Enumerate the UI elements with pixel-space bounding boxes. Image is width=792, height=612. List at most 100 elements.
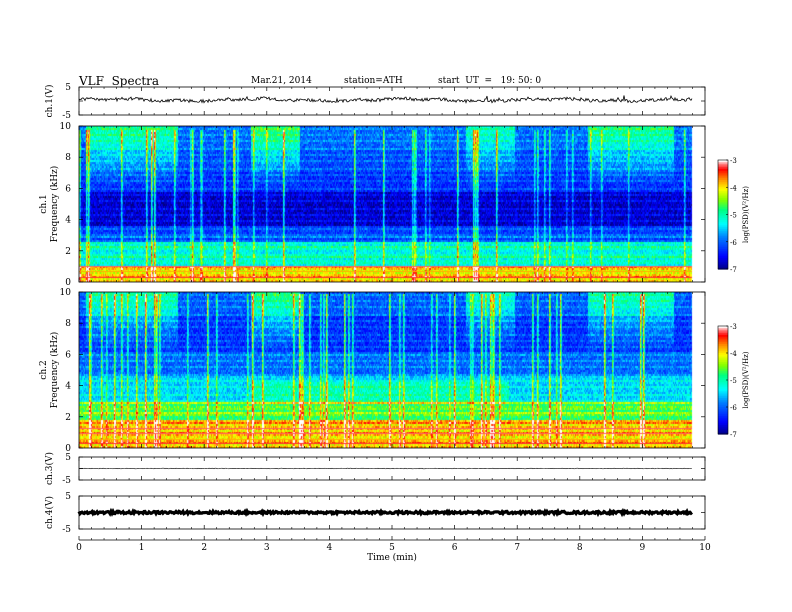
colorbar-tick-label: -7 <box>730 431 737 439</box>
ch2-spectrogram-ytick: 2 <box>65 413 71 423</box>
colorbar-swatch <box>718 183 728 187</box>
colorbar-swatch <box>718 426 728 430</box>
header-date: Mar.21, 2014 <box>251 76 312 86</box>
colorbar-swatch <box>718 205 728 208</box>
ch1-spectrogram-ytick: 10 <box>60 122 72 132</box>
header-station: station=ATH <box>344 76 403 86</box>
ch2-spectrogram-colorbar <box>717 325 729 435</box>
colorbar-swatch <box>718 399 728 403</box>
colorbar-swatch <box>718 365 728 368</box>
colorbar-swatch <box>718 331 728 334</box>
colorbar-swatch <box>718 179 728 183</box>
colorbar-swatch <box>718 199 728 203</box>
colorbar-swatch <box>718 207 728 210</box>
ch4-waveform-ylabel: ch.4(V) <box>44 496 55 529</box>
colorbar-tick-label: -7 <box>730 266 737 274</box>
colorbar-tick-label: -5 <box>730 377 737 385</box>
colorbar-swatch <box>718 416 728 419</box>
colorbar-swatch <box>718 178 728 181</box>
header-start-time: start UT = 19: 50: 0 <box>438 76 542 86</box>
time-axis-tick-label: 3 <box>264 543 270 553</box>
colorbar-tick-label: -3 <box>730 323 737 331</box>
ch1-spectrogram-canvas <box>79 126 705 282</box>
colorbar-swatch <box>718 219 728 223</box>
ch1-waveform-ylabel: ch.1(V) <box>44 85 55 118</box>
ch1-waveform-trace <box>78 94 693 104</box>
ch1-spectrogram-ytick: 0 <box>65 278 71 288</box>
colorbar-swatch <box>718 250 728 254</box>
colorbar-swatch <box>718 267 728 270</box>
colorbar-swatch <box>718 371 728 374</box>
colorbar-swatch <box>718 167 728 170</box>
colorbar-swatch <box>718 425 728 428</box>
figure-title: VLF Spectra <box>79 74 160 88</box>
colorbar-swatch <box>718 394 728 397</box>
ch1-spectrogram-ytick: 2 <box>65 247 71 257</box>
colorbar-swatch <box>718 241 728 245</box>
colorbar-tick-label: -4 <box>730 184 737 192</box>
colorbar-swatch <box>718 238 728 241</box>
colorbar-swatch <box>718 329 728 332</box>
colorbar-swatch <box>718 198 728 201</box>
colorbar-swatch <box>718 398 728 401</box>
colorbar-swatch <box>718 353 728 356</box>
colorbar-swatch <box>718 163 728 167</box>
colorbar-swatch <box>718 326 728 329</box>
colorbar-swatch <box>718 392 728 395</box>
colorbar-swatch <box>718 230 728 234</box>
colorbar-tick-label: -4 <box>730 350 737 358</box>
ch1-spectrogram-colorbar <box>717 159 729 270</box>
colorbar-swatch <box>718 212 728 216</box>
colorbar-swatch <box>718 412 728 415</box>
ch4-waveform-ytick-bottom: -5 <box>62 525 71 535</box>
colorbar-swatch <box>718 354 728 358</box>
colorbar-swatch <box>718 169 728 172</box>
colorbar-swatch <box>718 430 728 433</box>
colorbar-swatch <box>718 383 728 386</box>
colorbar-swatch <box>718 336 728 340</box>
ch2-spectrogram-ytick: 4 <box>65 382 71 392</box>
colorbar-swatch <box>718 419 728 422</box>
colorbar-swatch <box>718 345 728 349</box>
colorbar-swatch <box>718 263 728 266</box>
ch2-spectrogram-ytick: 0 <box>65 444 71 454</box>
ch3-waveform-ytick-bottom: -5 <box>62 476 71 486</box>
colorbar-swatch <box>718 181 728 185</box>
colorbar-swatch <box>718 254 728 257</box>
colorbar-swatch <box>718 401 728 404</box>
colorbar-swatch <box>718 362 728 365</box>
colorbar-swatch <box>718 407 728 410</box>
ch1-ytick-bottom: -5 <box>62 111 71 121</box>
colorbar-swatch <box>718 376 728 379</box>
ch1-ytick-top: 5 <box>65 83 71 93</box>
colorbar-swatch <box>718 223 728 226</box>
colorbar-swatch <box>718 176 728 179</box>
ch1-spectrogram-ytick: 6 <box>65 184 71 194</box>
colorbar-swatch <box>718 414 728 417</box>
colorbar-swatch <box>718 170 728 174</box>
colorbar-swatch <box>718 349 728 352</box>
ch2-spectrogram-colorbar-label: log(PSD)(V²/Hz) <box>742 351 750 408</box>
colorbar-swatch <box>718 342 728 345</box>
colorbar-swatch <box>718 358 728 361</box>
colorbar-swatch <box>718 258 728 261</box>
colorbar-swatch <box>718 247 728 250</box>
colorbar-swatch <box>718 428 728 431</box>
colorbar-swatch <box>718 196 728 199</box>
time-axis-tick-label: 8 <box>577 543 583 553</box>
colorbar-swatch <box>718 236 728 239</box>
colorbar-swatch <box>718 160 728 163</box>
colorbar-swatch <box>718 210 728 214</box>
colorbar-swatch <box>718 192 728 196</box>
colorbar-swatch <box>718 190 728 194</box>
colorbar-swatch <box>718 265 728 268</box>
colorbar-swatch <box>718 335 728 338</box>
colorbar-swatch <box>718 378 728 381</box>
colorbar-swatch <box>718 201 728 205</box>
colorbar-swatch <box>718 421 728 424</box>
colorbar-swatch <box>718 165 728 168</box>
colorbar-swatch <box>718 417 728 421</box>
ch4-waveform-ytick-top: 5 <box>65 492 71 502</box>
ch2-spectrogram-ylabel: Frequency (kHz) <box>49 332 60 409</box>
colorbar-swatch <box>718 234 728 237</box>
